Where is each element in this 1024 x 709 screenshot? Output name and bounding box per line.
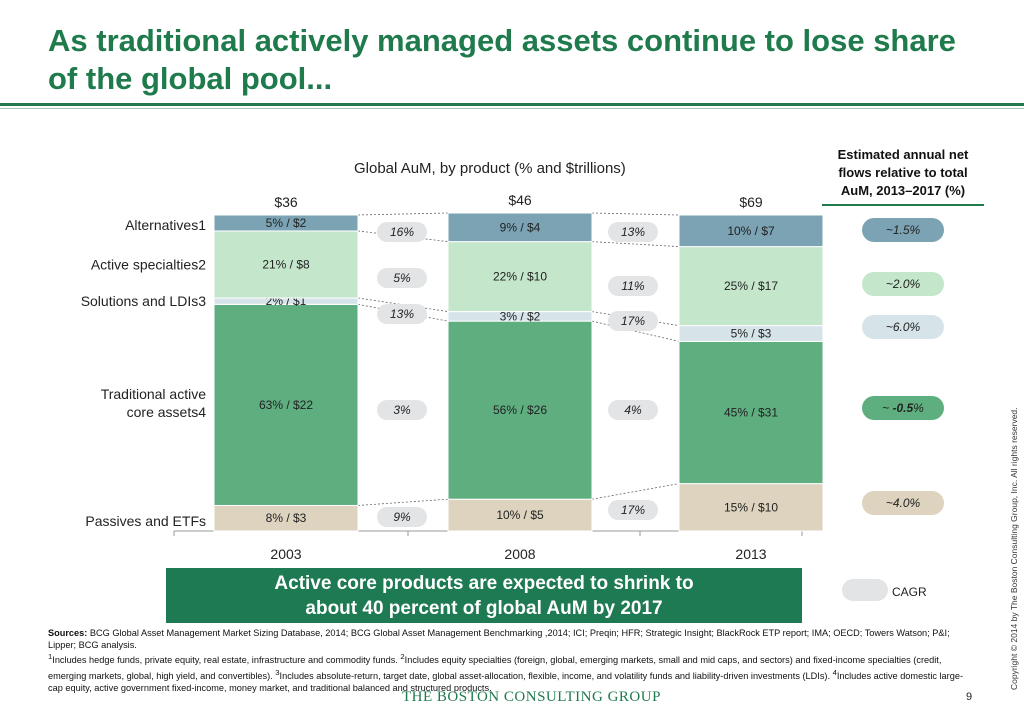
page-number: 9 xyxy=(966,691,973,703)
callout-line-1: Active core products are expected to shr… xyxy=(274,572,694,594)
flows-header-line-1: Estimated annual net xyxy=(837,147,969,162)
net-flow-label: ~1.5% xyxy=(886,223,921,237)
footnote-2: Includes equity specialties (foreign, gl… xyxy=(48,655,942,681)
bar-segment xyxy=(447,212,593,243)
connector-line xyxy=(591,212,680,216)
flows-header-line-2: flows relative to total xyxy=(838,165,968,180)
bcg-logo: THE BOSTON CONSULTING GROUP xyxy=(402,689,661,705)
series-label: Solutions and LDIs3 xyxy=(81,293,207,309)
net-flow-pill xyxy=(862,315,944,339)
cagr-legend-label: CAGR xyxy=(892,585,927,599)
net-flow-label: ~4.0% xyxy=(886,496,921,510)
series-label: Active specialties2 xyxy=(91,256,206,272)
bar-total-label: $46 xyxy=(508,192,532,208)
cagr-pill-2008-2013-label: 13% xyxy=(621,225,645,239)
bar-segment-label: 9% / $4 xyxy=(500,220,541,234)
title-divider-thin xyxy=(0,108,1024,109)
sources-label: Sources: xyxy=(48,628,88,638)
cagr-pill-2003-2008 xyxy=(377,304,427,324)
connector-line xyxy=(591,320,680,342)
bar-segment-label: 45% / $31 xyxy=(724,406,778,420)
cagr-pill-2003-2008-label: 3% xyxy=(393,403,411,417)
x-tick-label: 2003 xyxy=(270,546,301,562)
bar-segment-label: 25% / $17 xyxy=(724,279,778,293)
bar-segment xyxy=(213,230,359,299)
net-flow-pill xyxy=(862,218,944,242)
callout-line-2: about 40 percent of global AuM by 2017 xyxy=(305,597,663,619)
net-flow-label: ~2.0% xyxy=(886,277,921,291)
bar-segment-label: 8% / $3 xyxy=(266,511,307,525)
bar-segment xyxy=(213,214,359,232)
cagr-pill-2003-2008-label: 16% xyxy=(390,225,414,239)
bar-segment xyxy=(678,340,824,485)
net-flow-pill xyxy=(862,491,944,515)
bar-segment-label: 5% / $2 xyxy=(266,216,307,230)
sources-text: BCG Global Asset Management Market Sizin… xyxy=(48,628,950,651)
cagr-pill-2008-2013 xyxy=(608,276,658,296)
flows-header-line-3: AuM, 2013–2017 (%) xyxy=(840,183,966,198)
cagr-pill-2003-2008 xyxy=(377,268,427,288)
bar-segment-label: 5% / $3 xyxy=(731,327,772,341)
copyright-notice: Copyright © 2014 by The Boston Consultin… xyxy=(1009,407,1019,690)
bar-segment xyxy=(447,241,593,313)
cagr-pill-2008-2013 xyxy=(608,500,658,520)
net-flow-label: ~6.0% xyxy=(886,320,921,334)
connector-line xyxy=(591,241,680,247)
cagr-pill-2003-2008-label: 13% xyxy=(390,307,414,321)
connector-line xyxy=(357,212,449,216)
bar-segment xyxy=(447,320,593,500)
sources-footnote: Sources: BCG Global Asset Management Mar… xyxy=(48,628,964,693)
cagr-pill-2003-2008-label: 9% xyxy=(393,510,411,524)
flows-header-underline xyxy=(822,204,984,206)
bar-segment-label: 21% / $8 xyxy=(262,257,310,271)
page-title: As traditional actively managed assets c… xyxy=(48,23,956,96)
title-divider xyxy=(0,103,1024,106)
chart-title: Global AuM, by product (% and $trillions… xyxy=(354,160,626,177)
cagr-pill-2003-2008-label: 5% xyxy=(393,271,411,285)
bar-segment-label: 3% / $2 xyxy=(500,309,541,323)
cagr-pill-2008-2013-label: 11% xyxy=(621,279,644,293)
connector-line xyxy=(357,498,449,506)
bar-total-label: $69 xyxy=(739,194,763,210)
footnote-3: Includes absolute-return, target date, g… xyxy=(279,670,831,681)
bar-segment xyxy=(678,214,824,248)
bar-segment-label: 15% / $10 xyxy=(724,500,778,514)
series-label: Alternatives1 xyxy=(125,217,206,233)
bar-total-label: $36 xyxy=(274,194,298,210)
x-tick-label: 2013 xyxy=(735,546,766,562)
net-flow-pill xyxy=(862,272,944,296)
series-label: core assets4 xyxy=(127,404,207,420)
bar-segment xyxy=(213,303,359,506)
bar-segment-label: 63% / $22 xyxy=(259,398,313,412)
footnote-4: Includes active domestic large-cap equit… xyxy=(48,670,964,693)
bar-segment xyxy=(678,246,824,327)
key-message-callout: Active core products are expected to shr… xyxy=(166,568,802,623)
footnote-1: Includes hedge funds, private equity, re… xyxy=(52,655,398,666)
bar-segment-label: 56% / $26 xyxy=(493,403,547,417)
x-tick-label: 2008 xyxy=(504,546,535,562)
cagr-pill-2008-2013 xyxy=(608,400,658,420)
cagr-pill-2008-2013 xyxy=(608,222,658,242)
cagr-pill-2008-2013-label: 4% xyxy=(624,403,642,417)
cagr-pill-2003-2008 xyxy=(377,222,427,242)
flows-header: Estimated annual net flows relative to t… xyxy=(822,146,984,200)
net-flow-label: ~ -0.5% xyxy=(882,401,924,415)
cagr-pill-2008-2013-label: 17% xyxy=(621,314,645,328)
bar-segment-label: 22% / $10 xyxy=(493,270,547,284)
cagr-pill-2008-2013 xyxy=(608,311,658,331)
cagr-legend-pill xyxy=(842,579,888,601)
connector-line xyxy=(591,483,680,500)
series-label: Passives and ETFs xyxy=(85,513,206,529)
cagr-pill-2008-2013-label: 17% xyxy=(621,503,645,517)
bar-segment-label: 10% / $7 xyxy=(727,224,775,238)
bar-segment xyxy=(447,498,593,532)
cagr-pill-2003-2008 xyxy=(377,507,427,527)
series-label: Traditional active xyxy=(101,386,207,402)
net-flow-pill xyxy=(862,396,944,420)
bar-segment-label: 10% / $5 xyxy=(496,508,544,522)
cagr-pill-2003-2008 xyxy=(377,400,427,420)
